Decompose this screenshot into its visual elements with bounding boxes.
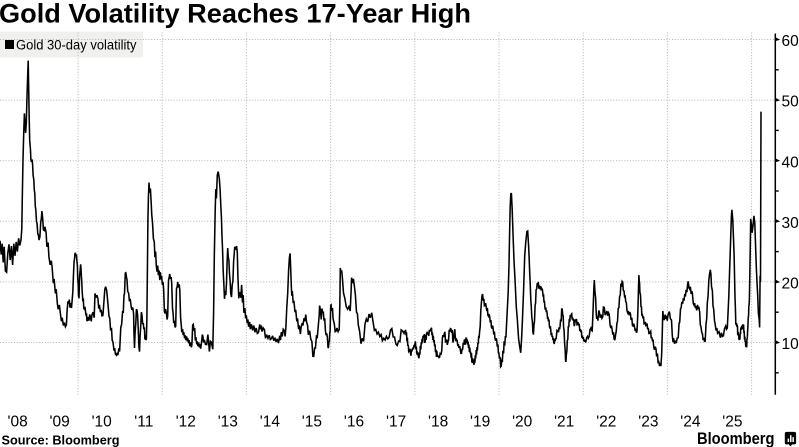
svg-text:'25: '25	[722, 414, 742, 431]
svg-text:'18: '18	[428, 414, 448, 431]
svg-text:40: 40	[782, 154, 799, 171]
svg-text:'13: '13	[218, 414, 238, 431]
svg-text:Gold 30-day volatility: Gold 30-day volatility	[16, 37, 137, 52]
svg-text:30: 30	[782, 215, 799, 232]
svg-text:'10: '10	[92, 414, 113, 431]
svg-text:'08: '08	[7, 414, 27, 431]
svg-text:'11: '11	[134, 414, 153, 431]
svg-text:'19: '19	[470, 414, 490, 431]
svg-text:Source: Bloomberg: Source: Bloomberg	[2, 434, 120, 447]
svg-text:'17: '17	[386, 414, 406, 431]
svg-text:'16: '16	[344, 414, 364, 431]
svg-text:50: 50	[782, 94, 799, 111]
svg-text:'20: '20	[512, 414, 533, 431]
svg-text:'09: '09	[49, 414, 69, 431]
svg-text:'15: '15	[302, 414, 322, 431]
svg-text:60: 60	[782, 33, 799, 50]
svg-text:'24: '24	[680, 414, 701, 431]
svg-text:'14: '14	[260, 414, 281, 431]
svg-text:Bloomberg: Bloomberg	[697, 429, 775, 447]
svg-text:'23: '23	[638, 414, 658, 431]
svg-text:'12: '12	[176, 414, 196, 431]
svg-text:20: 20	[782, 276, 799, 293]
svg-text:10: 10	[782, 336, 799, 353]
svg-text:'21: '21	[554, 414, 574, 431]
svg-text:'22: '22	[596, 414, 616, 431]
svg-text:Gold Volatility Reaches 17-Yea: Gold Volatility Reaches 17-Year High	[0, 0, 471, 29]
